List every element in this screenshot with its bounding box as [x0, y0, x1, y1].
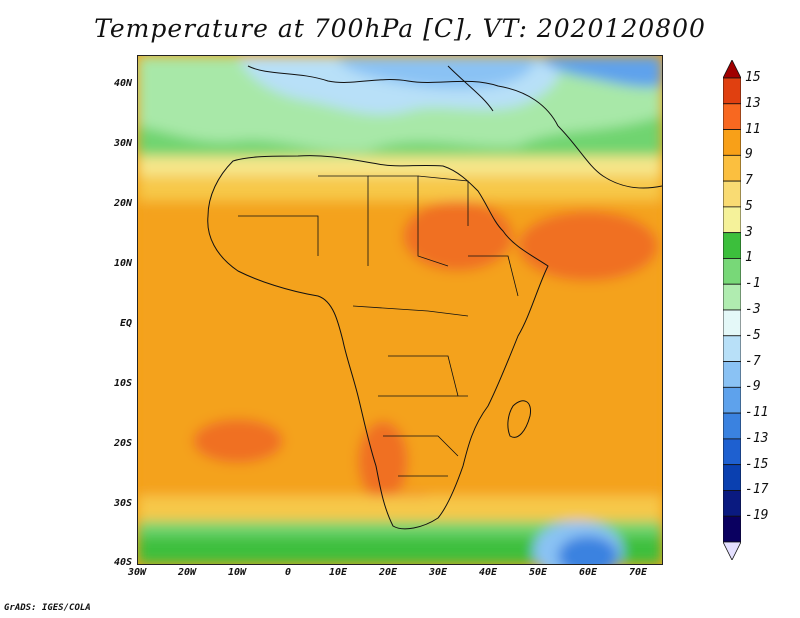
colorbar-label: 1	[745, 250, 753, 266]
lon-label: 40E	[478, 567, 498, 578]
colorbar-label: -3	[745, 302, 761, 317]
colorbar-segment	[723, 464, 741, 491]
colorbar-segment	[723, 515, 741, 543]
lon-label: 60E	[578, 567, 598, 578]
colorbar-bottom-arrow	[723, 541, 741, 560]
colorbar	[723, 60, 741, 560]
colorbar-label: 15	[745, 70, 761, 85]
colorbar-segment	[723, 361, 741, 388]
colorbar-segment	[723, 438, 741, 466]
colorbar-label: 9	[745, 147, 753, 163]
colorbar-segment	[723, 180, 741, 208]
credit-text: GrADS: IGES/COLA	[4, 603, 91, 613]
colorbar-segment	[723, 258, 741, 285]
colorbar-label: -15	[745, 456, 769, 472]
lat-label: 30S	[113, 498, 132, 509]
colorbar-segment	[723, 206, 741, 234]
lat-label: 30N	[113, 138, 132, 149]
temperature-map	[137, 55, 663, 565]
lon-label: 10W	[227, 567, 247, 578]
lon-label: 30E	[428, 567, 448, 578]
coastlines	[207, 65, 662, 530]
colorbar-label: 11	[745, 121, 761, 137]
colorbar-label: -5	[745, 327, 761, 343]
colorbar-segment	[723, 490, 741, 517]
colorbar-label: -17	[745, 482, 769, 498]
lon-label: 0	[284, 567, 292, 578]
colorbar-label: -7	[745, 353, 761, 369]
colorbar-segment	[723, 309, 741, 337]
map-title: Temperature at 700hPa [C], VT: 202012080…	[94, 14, 706, 43]
colorbar-segment	[723, 77, 741, 105]
lon-label: 20E	[378, 567, 398, 578]
colorbar-label: -19	[745, 508, 769, 524]
lon-label: 20W	[177, 567, 197, 578]
colorbar-top-arrow	[723, 60, 741, 79]
colorbar-label: -9	[745, 379, 761, 395]
colorbar-segment	[723, 412, 741, 440]
lon-label: 30W	[127, 567, 147, 578]
lon-label: 50E	[528, 567, 548, 578]
colorbar-label: -13	[745, 430, 769, 446]
lon-label: 10E	[328, 567, 348, 578]
colorbar-segment	[723, 154, 741, 182]
lat-label: 20N	[113, 198, 132, 209]
lat-label: 20S	[113, 438, 132, 449]
country-borders	[238, 175, 519, 477]
colorbar-segment	[723, 103, 741, 130]
colorbar-label: 13	[745, 95, 761, 111]
colorbar-label: 3	[745, 224, 753, 240]
colorbar-segment	[723, 386, 741, 414]
lat-label: EQ	[119, 318, 132, 329]
colorbar-label: -1	[745, 276, 761, 292]
lat-label: 40S	[113, 557, 132, 568]
colorbar-label: 5	[745, 198, 753, 214]
colorbar-label: -11	[745, 405, 769, 421]
colorbar-segment	[723, 129, 741, 156]
lat-label: 10N	[113, 258, 132, 269]
temperature-field	[138, 56, 662, 564]
colorbar-segment	[723, 335, 741, 362]
lat-label: 40N	[113, 78, 132, 89]
colorbar-label: 7	[745, 173, 753, 189]
map-canvas	[138, 56, 662, 564]
colorbar-segment	[723, 283, 741, 311]
lat-label: 10S	[113, 378, 132, 389]
lon-label: 70E	[628, 567, 648, 578]
colorbar-segment	[723, 232, 741, 259]
